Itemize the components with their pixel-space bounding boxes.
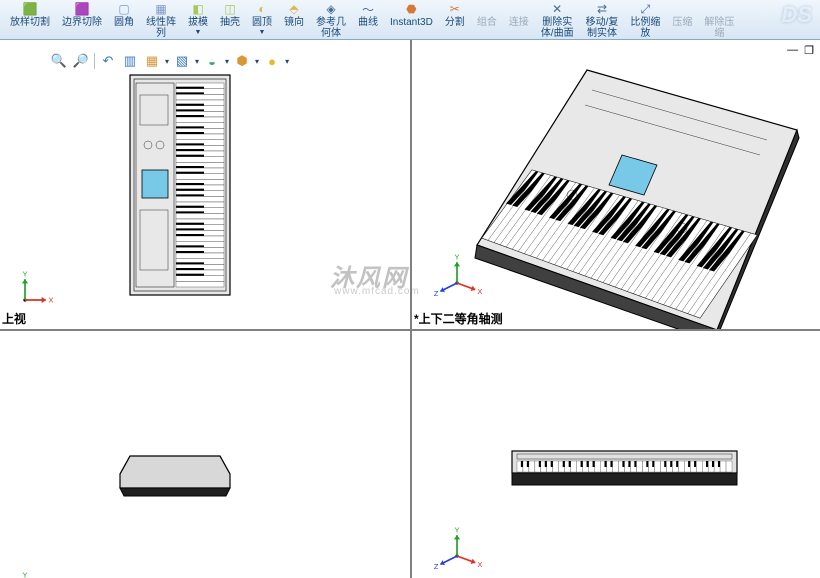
linear-pattern-label: 线性阵 列: [146, 17, 176, 39]
combine-icon: [479, 1, 495, 17]
tool-scale[interactable]: ⤢比例缩 放: [624, 0, 666, 40]
delete-body-label: 删除实 体/曲面: [541, 17, 574, 39]
view-label-iso: *上下二等角轴测: [414, 310, 503, 327]
hud-section-view[interactable]: ▥: [121, 52, 139, 70]
svg-text:X: X: [477, 287, 482, 296]
tool-instant3d[interactable]: ⬣Instant3D: [384, 0, 439, 29]
svg-text:Z: Z: [434, 289, 439, 298]
tool-unflex: 解除压 缩: [698, 0, 740, 40]
shell-label: 抽壳: [220, 17, 240, 28]
dome-icon: ◐: [254, 1, 270, 17]
flex-label: 压缩: [672, 17, 692, 28]
connect-label: 连接: [509, 17, 529, 28]
tool-move-copy[interactable]: ⇄移动/复 制实体: [580, 0, 625, 40]
ribbon-toolbar: 🟩放样切割🟪边界切除▢圆角▦线性阵 列◧拔模▼◫抽壳◐圆顶▼⬘镜向◈参考几 何体…: [0, 0, 820, 40]
mirror-icon: ⬘: [286, 1, 302, 17]
move-copy-label: 移动/复 制实体: [586, 17, 619, 39]
view-triad[interactable]: XYZ: [432, 531, 482, 578]
unflex-label: 解除压 缩: [704, 17, 734, 39]
hud-view-orientation[interactable]: ▦: [143, 52, 161, 70]
minimize-button[interactable]: —: [787, 44, 798, 57]
tool-fillet[interactable]: ▢圆角: [108, 0, 140, 29]
tool-curves[interactable]: ～曲线: [352, 0, 384, 29]
tool-loft-cut[interactable]: 🟩放样切割: [4, 0, 56, 29]
hud-zoom-fit[interactable]: 🔍: [50, 52, 68, 70]
draft-icon: ◧: [190, 1, 206, 17]
tool-shell[interactable]: ◫抽壳: [214, 0, 246, 29]
combine-label: 组合: [477, 17, 497, 28]
tool-split[interactable]: ✂分割: [439, 0, 471, 29]
viewport-side[interactable]: XY: [0, 331, 410, 578]
loft-cut-icon: 🟩: [22, 1, 38, 17]
fillet-icon: ▢: [116, 1, 132, 17]
tool-connect: 连接: [503, 0, 535, 29]
tool-combine: 组合: [471, 0, 503, 29]
tool-linear-pattern[interactable]: ▦线性阵 列: [140, 0, 182, 40]
tool-ref-geom[interactable]: ◈参考几 何体: [310, 0, 352, 40]
tool-mirror[interactable]: ⬘镜向: [278, 0, 310, 29]
hud-edit-appearance[interactable]: ⬢: [233, 52, 251, 70]
svg-text:Y: Y: [454, 525, 459, 534]
maximize-button[interactable]: ❐: [804, 44, 814, 57]
view-label-top: 上视: [2, 310, 26, 327]
split-label: 分割: [445, 17, 465, 28]
viewport-front[interactable]: X Y Z: [412, 331, 820, 578]
instant3d-label: Instant3D: [390, 17, 433, 28]
flex-icon: [674, 1, 690, 17]
loft-cut-label: 放样切割: [10, 17, 50, 28]
tool-delete-body[interactable]: ✕删除实 体/曲面: [535, 0, 580, 40]
unflex-icon: [711, 1, 727, 17]
fillet-label: 圆角: [114, 17, 134, 28]
hud-hide-show[interactable]: ◒: [203, 52, 221, 70]
ds-logo: DS: [781, 2, 812, 28]
scale-icon: ⤢: [637, 1, 653, 17]
svg-text:Y: Y: [22, 570, 27, 578]
window-controls: — ❐: [787, 44, 814, 57]
shell-icon: ◫: [222, 1, 238, 17]
viewport-isometric[interactable]: — ❐ XYZ *上下二等角轴测: [412, 40, 820, 329]
svg-text:X: X: [49, 296, 54, 305]
svg-text:X: X: [477, 560, 482, 569]
svg-text:Y: Y: [454, 252, 459, 261]
curves-icon: ～: [360, 1, 376, 17]
tool-boundary-cut[interactable]: 🟪边界切除: [56, 0, 108, 29]
boundary-cut-label: 边界切除: [62, 17, 102, 28]
scale-label: 比例缩 放: [630, 17, 660, 39]
connect-icon: [511, 1, 527, 17]
svg-text:Z: Z: [434, 562, 439, 571]
viewport-top[interactable]: X Y 上视: [0, 40, 410, 329]
linear-pattern-icon: ▦: [153, 1, 169, 17]
hud-zoom-area[interactable]: 🔎: [72, 52, 90, 70]
viewports-area: XY 上视 — ❐: [0, 40, 820, 578]
move-copy-icon: ⇄: [594, 1, 610, 17]
view-triad[interactable]: XYZ: [432, 258, 482, 308]
hud-toolbar: 🔍🔎↶▥▦▾▧▾◒▾⬢▾●▾: [50, 50, 289, 72]
delete-body-icon: ✕: [549, 1, 565, 17]
split-icon: ✂: [447, 1, 463, 17]
hud-apply-scene[interactable]: ●: [263, 52, 281, 70]
draft-label: 拔模: [188, 17, 208, 28]
hud-display-style[interactable]: ▧: [173, 52, 191, 70]
instant3d-icon: ⬣: [403, 1, 419, 17]
boundary-cut-icon: 🟪: [74, 1, 90, 17]
dome-label: 圆顶: [252, 17, 272, 28]
ref-geom-icon: ◈: [323, 1, 339, 17]
ref-geom-label: 参考几 何体: [316, 17, 346, 39]
svg-text:Y: Y: [22, 269, 27, 278]
mirror-label: 镜向: [284, 17, 304, 28]
tool-draft[interactable]: ◧拔模▼: [182, 0, 214, 37]
hud-previous-view[interactable]: ↶: [99, 52, 117, 70]
tool-flex: 压缩: [666, 0, 698, 29]
curves-label: 曲线: [358, 17, 378, 28]
tool-dome[interactable]: ◐圆顶▼: [246, 0, 278, 37]
